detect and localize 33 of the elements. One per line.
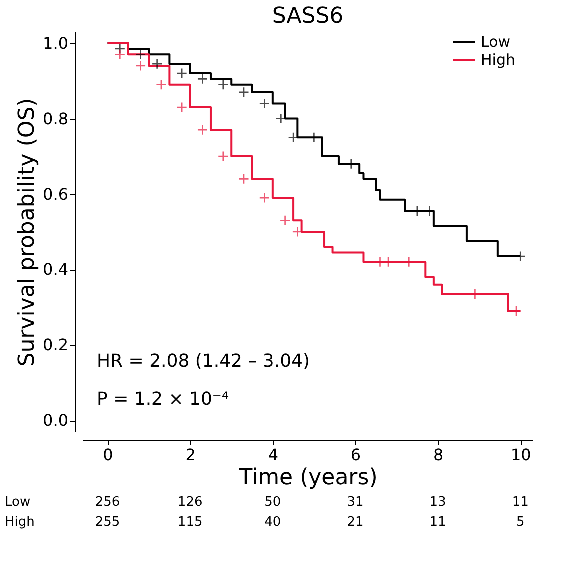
legend-label: High — [481, 51, 516, 69]
y-tick-label: 0.6 — [43, 184, 68, 204]
x-tick-label: 2 — [186, 446, 196, 464]
category-label: Low — [5, 495, 31, 510]
text: 5 — [516, 515, 525, 530]
text: 255 — [95, 515, 120, 530]
legend-label: Low — [481, 33, 511, 51]
y-tick-label: 1.0 — [43, 34, 68, 53]
x-tick-label: 6 — [350, 446, 362, 464]
y-tick-label: 0.4 — [43, 260, 68, 280]
y-tick-label: 0.0 — [43, 411, 68, 430]
text: 31 — [347, 495, 364, 510]
text: 256 — [95, 495, 120, 510]
y-axis-title: Survival probability (OS) — [15, 98, 40, 367]
text: 115 — [178, 515, 203, 530]
text: 126 — [178, 495, 203, 510]
text: 21 — [347, 515, 364, 530]
y-tick-label: 0.8 — [43, 109, 68, 128]
chart-title: SASS6 — [272, 4, 344, 29]
x-tick-label: 4 — [268, 446, 278, 464]
x-axis-title: Time (years) — [238, 466, 378, 490]
x-tick-label: 8 — [433, 446, 444, 464]
category-label: High — [5, 515, 35, 530]
x-tick-label: 0 — [103, 446, 114, 464]
y-tick-label: 0.2 — [43, 336, 68, 355]
text: 50 — [264, 495, 282, 510]
x-tick-label: 10 — [510, 446, 532, 464]
text: 40 — [264, 515, 282, 530]
text: 13 — [430, 495, 446, 510]
text: 11 — [430, 515, 446, 530]
annotation: P = 1.2 × 10⁻⁴ — [97, 389, 230, 410]
annotation: HR = 2.08 (1.42 – 3.04) — [97, 351, 310, 372]
text: 11 — [512, 495, 529, 510]
